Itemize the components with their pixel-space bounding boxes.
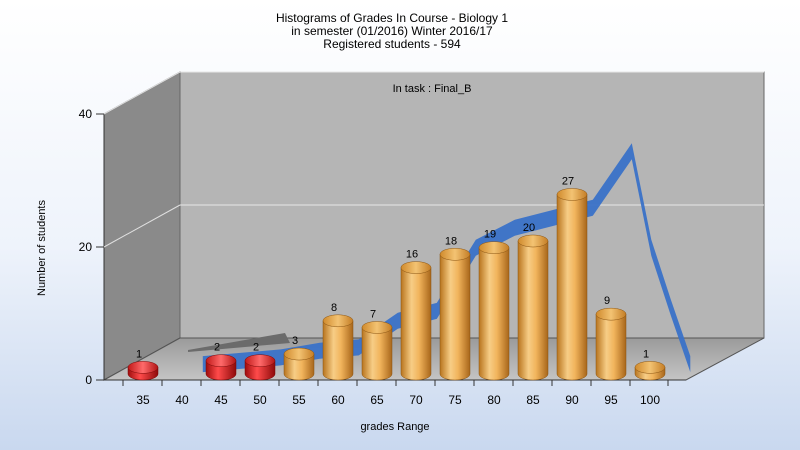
bar-body-60: [322, 320, 354, 381]
data-label-90: 27: [562, 175, 574, 187]
x-tick-label-35: 35: [136, 393, 150, 407]
data-label-75: 18: [445, 235, 457, 247]
bar-35: [127, 361, 159, 381]
y-tick-label-20: 20: [79, 240, 93, 254]
bars: [127, 188, 666, 381]
bar-body-95: [595, 313, 627, 381]
data-label-55: 3: [292, 335, 298, 347]
y-tick-label-0: 0: [85, 373, 92, 387]
data-label-100: 1: [643, 348, 649, 360]
bar-top-35: [127, 361, 159, 374]
bar-body-55: [283, 353, 315, 381]
x-axis: 35 40 45 50 55 60 65 70 75 80 85 90 95 100: [122, 380, 669, 407]
data-label-45: 2: [214, 342, 220, 354]
bar-75: [439, 248, 471, 381]
data-label-60: 8: [331, 302, 337, 314]
bar-top-90: [556, 188, 588, 201]
bar-top-65: [361, 321, 393, 334]
data-label-80: 19: [484, 229, 496, 241]
y-axis-title: Number of students: [36, 200, 48, 296]
x-tick-label-55: 55: [292, 393, 306, 407]
bar-body-90: [556, 194, 588, 381]
x-tick-label-60: 60: [331, 393, 345, 407]
bar-90: [556, 188, 588, 381]
data-label-95: 9: [604, 295, 610, 307]
x-tick-label-50: 50: [253, 393, 267, 407]
data-label-35: 1: [136, 348, 142, 360]
bar-top-95: [595, 307, 627, 321]
x-tick-label-45: 45: [214, 393, 228, 407]
title-line-3: Registered students - 594: [323, 37, 461, 51]
x-axis-title: grades Range: [360, 421, 429, 433]
x-tick-label-75: 75: [448, 393, 462, 407]
y-axis: 0 20 40: [79, 107, 104, 387]
bar-70: [400, 261, 432, 381]
task-annotation: In task : Final_B: [393, 83, 472, 95]
bar-top-75: [439, 248, 471, 261]
bar-100: [634, 361, 666, 381]
x-tick-label-65: 65: [370, 393, 384, 407]
bar-body-80: [478, 247, 510, 381]
bar-top-60: [322, 314, 354, 328]
y-tick-label-40: 40: [79, 107, 93, 121]
bar-top-70: [400, 261, 432, 274]
data-labels: 1 2 2 3 8 7 16 18 19 20 27 9 1: [136, 175, 649, 360]
x-tick-label-80: 80: [487, 393, 501, 407]
x-tick-label-40: 40: [175, 393, 189, 407]
title-line-2: in semester (01/2016) Winter 2016/17: [291, 24, 493, 38]
bar-85: [517, 234, 549, 381]
bar-body-75: [439, 254, 471, 381]
bar-body-70: [400, 267, 432, 381]
trend-band: [188, 143, 691, 373]
bar-45: [205, 354, 237, 381]
bar-65: [361, 321, 393, 381]
bar-80: [478, 241, 510, 381]
trend-band-shadow: [188, 333, 290, 352]
bar-top-100: [634, 361, 666, 374]
bar-top-45: [205, 354, 237, 367]
bar-top-50: [244, 354, 276, 367]
x-tick-label-90: 90: [565, 393, 579, 407]
data-label-70: 16: [406, 249, 418, 261]
bar-body-85: [517, 240, 549, 381]
bar-body-65: [361, 327, 393, 381]
bar-50: [244, 354, 276, 381]
bar-95: [595, 307, 627, 381]
plot-walls: [103, 71, 765, 381]
x-tick-label-95: 95: [604, 393, 618, 407]
gridlines: [103, 71, 764, 248]
title-line-1: Histograms of Grades In Course - Biology…: [276, 11, 508, 25]
bar-top-85: [517, 234, 549, 248]
grid-side-20: [103, 204, 181, 248]
data-label-85: 20: [523, 222, 535, 234]
bar-60: [322, 314, 354, 381]
data-label-65: 7: [370, 308, 376, 320]
data-label-50: 2: [253, 342, 259, 354]
bar-top-80: [478, 241, 510, 254]
bar-top-55: [283, 347, 315, 361]
x-tick-label-85: 85: [526, 393, 540, 407]
chart-title: Histograms of Grades In Course - Biology…: [276, 11, 508, 51]
bar-55: [283, 347, 315, 381]
grid-side-40: [103, 71, 181, 115]
x-tick-label-100: 100: [640, 393, 660, 407]
x-tick-label-70: 70: [409, 393, 423, 407]
